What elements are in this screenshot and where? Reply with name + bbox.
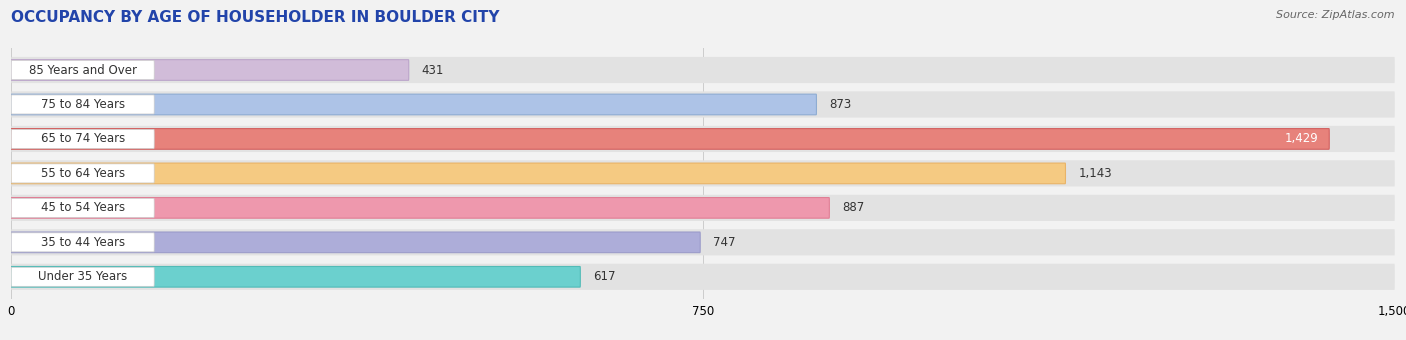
FancyBboxPatch shape — [11, 198, 155, 217]
FancyBboxPatch shape — [11, 95, 155, 114]
FancyBboxPatch shape — [11, 232, 700, 253]
FancyBboxPatch shape — [11, 229, 1395, 255]
FancyBboxPatch shape — [11, 57, 1395, 83]
Text: Under 35 Years: Under 35 Years — [38, 270, 128, 283]
Text: 873: 873 — [830, 98, 852, 111]
FancyBboxPatch shape — [11, 129, 1329, 149]
Text: 617: 617 — [593, 270, 616, 283]
FancyBboxPatch shape — [11, 164, 155, 183]
FancyBboxPatch shape — [11, 198, 830, 218]
FancyBboxPatch shape — [11, 264, 1395, 290]
FancyBboxPatch shape — [11, 267, 581, 287]
FancyBboxPatch shape — [11, 195, 1395, 221]
FancyBboxPatch shape — [11, 59, 409, 80]
FancyBboxPatch shape — [11, 130, 155, 149]
FancyBboxPatch shape — [11, 91, 1395, 118]
FancyBboxPatch shape — [11, 267, 155, 286]
FancyBboxPatch shape — [11, 126, 1395, 152]
FancyBboxPatch shape — [11, 61, 155, 80]
Text: 85 Years and Over: 85 Years and Over — [28, 64, 136, 76]
Text: 65 to 74 Years: 65 to 74 Years — [41, 133, 125, 146]
Text: 1,429: 1,429 — [1285, 133, 1319, 146]
FancyBboxPatch shape — [11, 94, 817, 115]
Text: 887: 887 — [842, 201, 865, 214]
Text: 747: 747 — [713, 236, 735, 249]
Text: 45 to 54 Years: 45 to 54 Years — [41, 201, 125, 214]
Text: Source: ZipAtlas.com: Source: ZipAtlas.com — [1277, 10, 1395, 20]
Text: 35 to 44 Years: 35 to 44 Years — [41, 236, 125, 249]
Text: 431: 431 — [422, 64, 444, 76]
Text: 55 to 64 Years: 55 to 64 Years — [41, 167, 125, 180]
FancyBboxPatch shape — [11, 163, 1066, 184]
FancyBboxPatch shape — [11, 233, 155, 252]
Text: OCCUPANCY BY AGE OF HOUSEHOLDER IN BOULDER CITY: OCCUPANCY BY AGE OF HOUSEHOLDER IN BOULD… — [11, 10, 499, 25]
Text: 75 to 84 Years: 75 to 84 Years — [41, 98, 125, 111]
Text: 1,143: 1,143 — [1078, 167, 1112, 180]
FancyBboxPatch shape — [11, 160, 1395, 187]
